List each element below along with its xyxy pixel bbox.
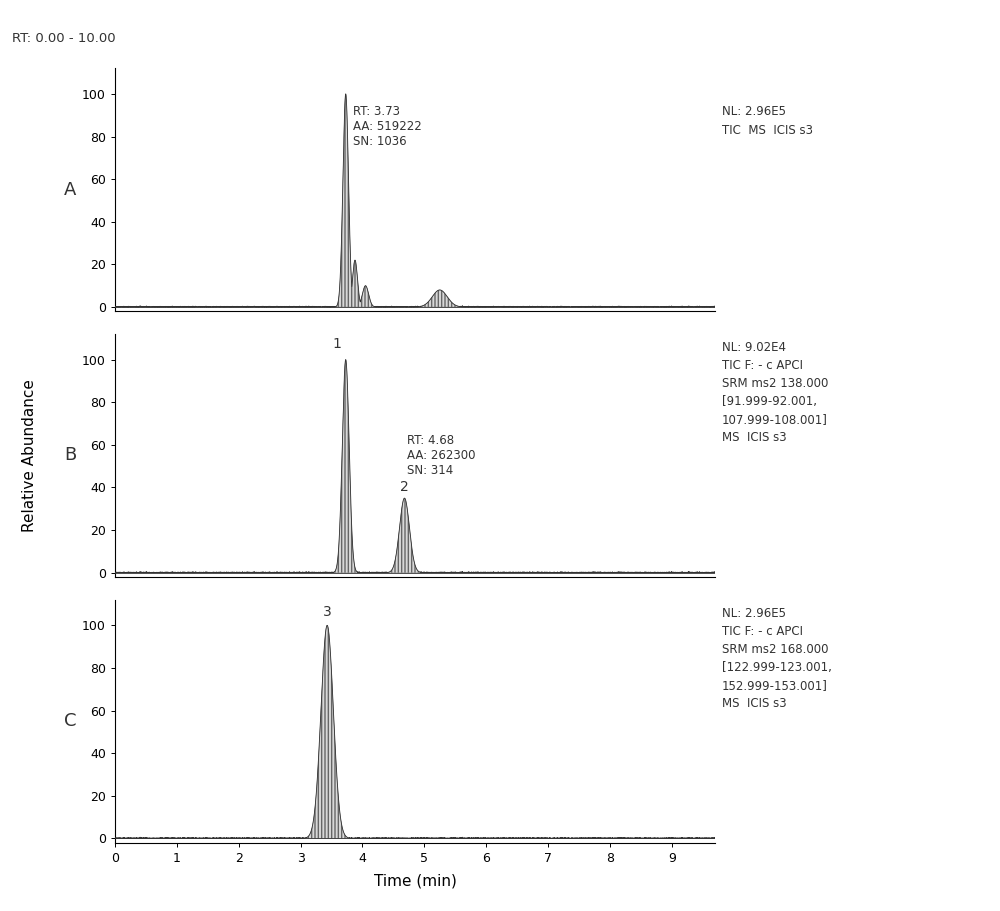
Text: NL: 9.02E4
TIC F: - c APCI
SRM ms2 138.000
[91.999-92.001,
107.999-108.001]
MS  : NL: 9.02E4 TIC F: - c APCI SRM ms2 138.0…	[722, 342, 828, 445]
Text: RT: 0.00 - 10.00: RT: 0.00 - 10.00	[12, 32, 116, 45]
Text: 1: 1	[332, 337, 341, 351]
Text: C: C	[64, 712, 76, 731]
Text: NL: 2.96E5
TIC  MS  ICIS s3: NL: 2.96E5 TIC MS ICIS s3	[722, 105, 813, 137]
Text: RT: 3.73
AA: 733578
SN: 920: RT: 3.73 AA: 733578 SN: 920	[307, 339, 375, 382]
Text: Relative Abundance: Relative Abundance	[22, 379, 38, 532]
Text: RT: 3.43
AA: 2608043
SN: 1864: RT: 3.43 AA: 2608043 SN: 1864	[304, 605, 380, 648]
Text: 3: 3	[323, 605, 332, 619]
Text: A: A	[64, 180, 76, 199]
X-axis label: Time (min): Time (min)	[374, 873, 456, 888]
Text: RT: 3.73
AA: 519222
SN: 1036: RT: 3.73 AA: 519222 SN: 1036	[353, 105, 422, 148]
Text: B: B	[64, 446, 76, 465]
Text: NL: 2.96E5
TIC F: - c APCI
SRM ms2 168.000
[122.999-123.001,
152.999-153.001]
MS: NL: 2.96E5 TIC F: - c APCI SRM ms2 168.0…	[722, 607, 832, 710]
Text: RT: 4.68
AA: 262300
SN: 314: RT: 4.68 AA: 262300 SN: 314	[407, 435, 475, 477]
Text: 2: 2	[400, 480, 409, 494]
